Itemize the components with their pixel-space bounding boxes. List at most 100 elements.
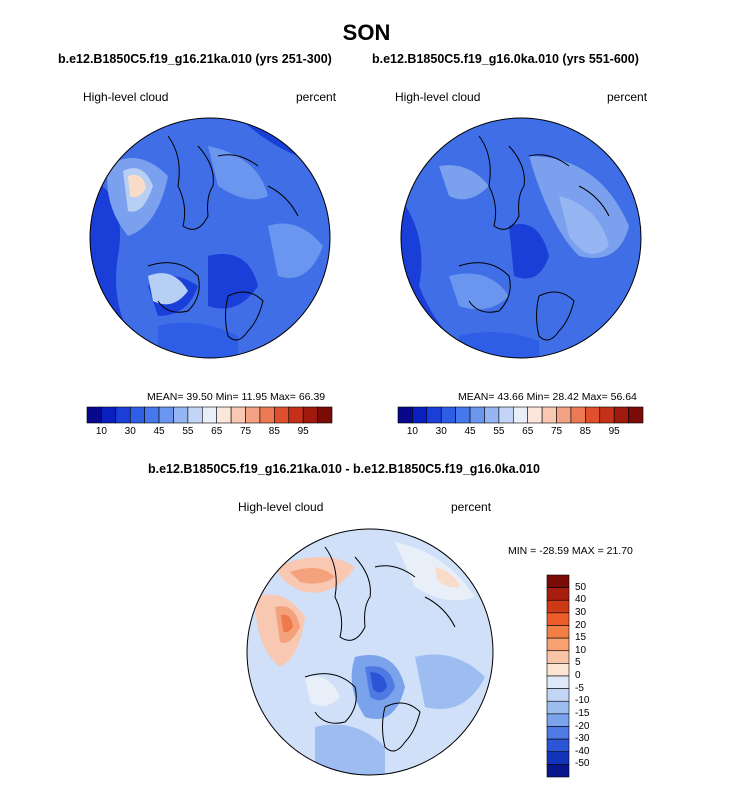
colorbar-swatch	[484, 406, 500, 424]
colorbar-tick-label: 65	[522, 426, 534, 437]
colorbar-tick-label: -15	[575, 707, 590, 719]
colorbar-swatch	[546, 713, 570, 727]
colorbar-tick-label: 45	[464, 426, 476, 437]
colorbar-swatch	[115, 406, 131, 424]
colorbar-swatch	[546, 764, 570, 778]
colorbar-tick-label: 45	[153, 426, 165, 437]
colorbar-swatch	[541, 406, 557, 424]
colorbar-tick-label: 95	[608, 426, 620, 437]
colorbar-swatch	[101, 406, 117, 424]
colorbar-swatch	[628, 406, 644, 424]
colorbar-swatch	[546, 688, 570, 702]
colorbar-tick-label: 20	[575, 619, 587, 631]
colorbar-swatch	[546, 625, 570, 639]
panel2-stats: MEAN= 43.66 Min= 28.42 Max= 56.64	[458, 391, 637, 403]
colorbar-swatch	[187, 406, 203, 424]
panel1-stats: MEAN= 39.50 Min= 11.95 Max= 66.39	[147, 391, 326, 403]
colorbar-swatch	[546, 587, 570, 601]
colorbar-swatch	[546, 700, 570, 715]
colorbar-swatch	[302, 406, 318, 424]
colorbar-swatch	[86, 406, 102, 424]
colorbar-swatch	[599, 406, 615, 424]
colorbar-swatch	[556, 406, 572, 424]
colorbar-swatch	[613, 406, 629, 424]
colorbar-tick-label: 95	[297, 426, 309, 437]
colorbar-tick-label: -5	[575, 682, 584, 694]
colorbar-swatch	[570, 406, 586, 424]
colorbar-tick-label: 10	[575, 644, 587, 656]
panel2-title: b.e12.B1850C5.f19_g16.0ka.010 (yrs 551-6…	[372, 52, 639, 66]
colorbar-swatch	[173, 406, 189, 424]
colorbar-swatch	[469, 406, 485, 424]
colorbar-swatch	[546, 599, 570, 614]
colorbar-swatch	[397, 406, 413, 424]
colorbar-tick-label: 5	[575, 657, 581, 669]
colorbar-swatch	[546, 726, 570, 740]
colorbar-swatch	[412, 406, 428, 424]
diff-stats: MIN = -28.59 MAX = 21.70	[508, 545, 633, 557]
colorbar-swatch	[230, 406, 246, 424]
colorbar-swatch	[546, 637, 570, 652]
season-title: SON	[342, 20, 391, 45]
colorbar-swatch	[426, 406, 442, 424]
colorbar-tick-label: 30	[435, 426, 447, 437]
colorbar-swatch	[144, 406, 160, 424]
diff-title: b.e12.B1850C5.f19_g16.21ka.010 - b.e12.B…	[148, 462, 540, 476]
colorbar-swatch	[216, 406, 232, 424]
colorbar-tick-label: -10	[575, 695, 590, 707]
colorbar-tick-label: -40	[575, 745, 590, 757]
colorbar-tick-label: 65	[211, 426, 223, 437]
colorbar-tick-label: 30	[124, 426, 136, 437]
colorbar-swatch	[158, 406, 174, 424]
diff-polar-map	[246, 528, 494, 776]
colorbar-swatch	[274, 406, 290, 424]
colorbar-tick-label: 50	[575, 581, 587, 593]
panel1-variable-label: High-level cloud	[83, 90, 169, 104]
colorbar-tick-label: 85	[579, 426, 591, 437]
colorbar-swatch	[498, 406, 514, 424]
colorbar-swatch	[546, 738, 570, 753]
colorbar-swatch	[129, 406, 145, 424]
colorbar-swatch	[546, 574, 570, 588]
panel2-units-label: percent	[607, 90, 648, 104]
colorbar-swatch	[288, 406, 304, 424]
colorbar-tick-label: 10	[95, 426, 107, 437]
colorbar-tick-label: -50	[575, 758, 590, 770]
colorbar-tick-label: 30	[575, 606, 587, 618]
colorbar-tick-label: 85	[268, 426, 280, 437]
colorbar-tick-label: 55	[493, 426, 505, 437]
colorbar-swatch	[546, 650, 570, 664]
colorbar-tick-label: 15	[575, 632, 587, 644]
colorbar-tick-label: 55	[182, 426, 194, 437]
colorbar-tick-label: -30	[575, 733, 590, 745]
colorbar-swatch	[317, 406, 333, 424]
colorbar-swatch	[527, 406, 543, 424]
colorbar-tick-label: 10	[406, 426, 418, 437]
colorbar-swatch	[546, 675, 570, 689]
colorbar-tick-label: 75	[550, 426, 563, 437]
panel2-colorbar	[397, 406, 644, 424]
diff-units-label: percent	[451, 500, 492, 514]
panel2-variable-label: High-level cloud	[395, 90, 481, 104]
colorbar-swatch	[546, 612, 570, 626]
colorbar-swatch	[585, 406, 601, 424]
panel1-units-label: percent	[296, 90, 337, 104]
colorbar-tick-label: 40	[575, 594, 587, 606]
colorbar-swatch	[440, 406, 456, 424]
panel1-polar-map	[89, 117, 331, 359]
colorbar-swatch	[546, 663, 570, 677]
panel2-polar-map	[400, 117, 642, 359]
diff-variable-label: High-level cloud	[238, 500, 324, 514]
colorbar-swatch	[201, 406, 218, 424]
colorbar-tick-label: 75	[239, 426, 252, 437]
panel1-colorbar	[86, 406, 333, 424]
colorbar-swatch	[245, 406, 261, 424]
colorbar-tick-label: 0	[575, 670, 581, 681]
colorbar-swatch	[455, 406, 471, 424]
panel1-title: b.e12.B1850C5.f19_g16.21ka.010 (yrs 251-…	[58, 52, 332, 66]
colorbar-swatch	[259, 406, 275, 424]
diff-colorbar	[546, 574, 570, 778]
colorbar-swatch	[512, 406, 529, 424]
colorbar-tick-label: -20	[575, 720, 590, 732]
colorbar-swatch	[546, 751, 570, 765]
